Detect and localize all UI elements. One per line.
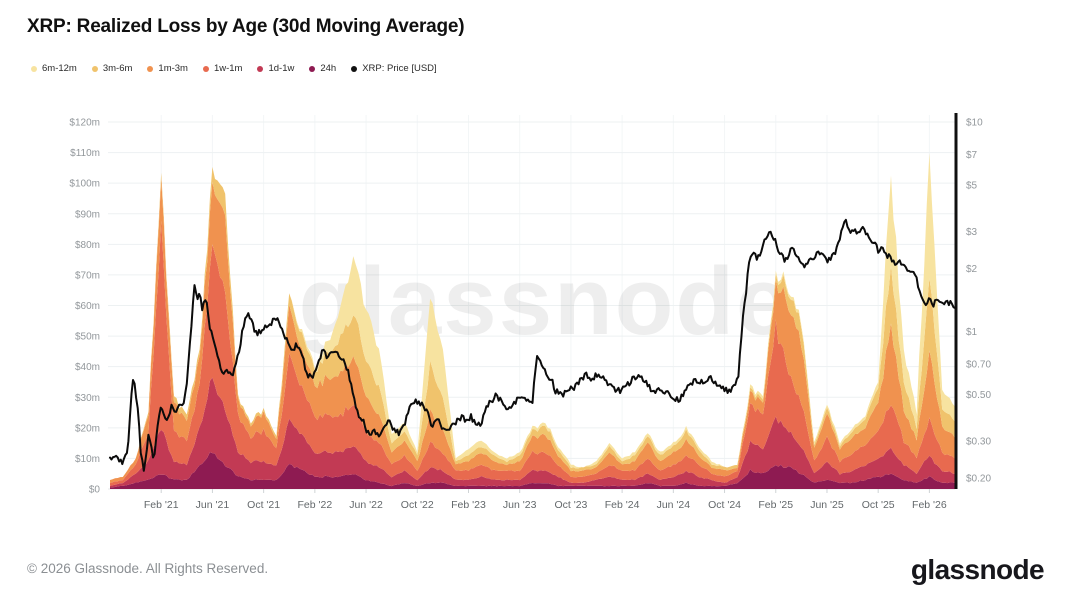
left-axis-tick-label: $70m bbox=[75, 270, 100, 281]
area-1w-1m bbox=[110, 220, 955, 486]
left-axis-tick-label: $0 bbox=[89, 485, 101, 496]
left-axis-tick-label: $30m bbox=[75, 393, 100, 404]
x-axis-tick-label: Feb '24 bbox=[605, 499, 640, 511]
right-axis-tick-label: $2 bbox=[966, 264, 978, 275]
legend-item-1d-1w[interactable]: 1d-1w bbox=[257, 63, 294, 74]
x-axis-tick-label: Oct '21 bbox=[247, 499, 280, 511]
x-axis-tick-label: Feb '26 bbox=[912, 499, 947, 511]
left-axis-tick-label: $80m bbox=[75, 240, 100, 251]
legend-item-24h[interactable]: 24h bbox=[309, 63, 336, 74]
x-axis-tick-label: Feb '22 bbox=[297, 499, 332, 511]
x-axis-tick-label: Jun '24 bbox=[657, 499, 691, 511]
legend-item-1m-3m[interactable]: 1m-3m bbox=[147, 63, 188, 74]
area-1d-1w bbox=[110, 377, 955, 488]
right-axis-tick-label: $0.50 bbox=[966, 390, 991, 401]
left-axis-tick-label: $60m bbox=[75, 301, 100, 312]
area-1m-3m bbox=[110, 178, 955, 484]
stacked-areas bbox=[110, 153, 955, 489]
glassnode-logo: glassnode bbox=[910, 554, 1045, 585]
x-axis-tick-label: Oct '23 bbox=[554, 499, 587, 511]
right-axis-tick-label: $1 bbox=[966, 327, 978, 338]
right-axis-tick-label: $10 bbox=[966, 118, 983, 129]
legend-item-label: 6m-12m bbox=[42, 63, 77, 74]
left-axis-tick-label: $100m bbox=[69, 179, 100, 190]
legend-item-label: 1w-1m bbox=[213, 63, 243, 74]
x-axis-tick-label: Jun '23 bbox=[503, 499, 537, 511]
right-axis-tick-label: $0.70 bbox=[966, 359, 991, 370]
x-axis-tick-label: Feb '25 bbox=[758, 499, 793, 511]
x-axis-tick-label: Oct '22 bbox=[401, 499, 434, 511]
x-axis-tick-label: Feb '21 bbox=[144, 499, 179, 511]
right-axis-tick-label: $0.20 bbox=[966, 474, 991, 485]
price-line bbox=[109, 218, 956, 472]
legend-dot-icon bbox=[309, 65, 316, 72]
legend-item-label: 24h bbox=[320, 63, 337, 74]
left-axis-tick-label: $90m bbox=[75, 209, 100, 220]
x-axis-tick-label: Jun '25 bbox=[810, 499, 844, 511]
legend-item-label: XRP: Price [USD] bbox=[362, 63, 437, 74]
legend-item-1w-1m[interactable]: 1w-1m bbox=[202, 63, 243, 74]
legend-item-label: 3m-6m bbox=[102, 63, 133, 74]
legend-dot-icon bbox=[202, 65, 209, 72]
left-axis-tick-label: $50m bbox=[75, 332, 100, 343]
legend-dot-icon bbox=[31, 65, 37, 72]
left-axis-tick-label: $40m bbox=[75, 362, 100, 373]
legend-dot-icon bbox=[147, 65, 154, 72]
legend-item-label: 1d-1w bbox=[268, 63, 295, 74]
area-24h bbox=[110, 452, 955, 489]
right-axis-tick-label: $5 bbox=[966, 181, 978, 192]
legend-item-label: 1m-3m bbox=[158, 63, 188, 74]
legend-dot-icon bbox=[257, 65, 264, 72]
legend-item-6m-12m[interactable]: 6m-12m bbox=[31, 63, 77, 74]
axes: $0 $10m $20m $30m $40m $50m $60m $70m $80m $90m $1… bbox=[69, 118, 991, 512]
legend: 6m-12m 3m-6m 1m-3m 1w-1m 1d-1w 24h XRP: Price … bbox=[31, 63, 437, 74]
legend-dot-icon bbox=[91, 65, 98, 72]
legend-dot-icon bbox=[351, 65, 358, 72]
x-axis-tick-label: Jun '21 bbox=[196, 499, 230, 511]
left-axis-tick-label: $120m bbox=[69, 118, 100, 129]
right-axis-bar bbox=[954, 113, 958, 489]
x-axis-tick-label: Oct '25 bbox=[862, 499, 895, 511]
x-axis-tick-label: Oct '24 bbox=[708, 499, 741, 511]
legend-item-3m-6m[interactable]: 3m-6m bbox=[91, 63, 133, 74]
page-title: XRP: Realized Loss by Age (30d Moving Av… bbox=[27, 16, 465, 37]
left-axis-tick-label: $20m bbox=[75, 423, 100, 434]
x-axis-tick-label: Jun '22 bbox=[349, 499, 383, 511]
right-axis-tick-label: $7 bbox=[966, 150, 978, 161]
left-axis-tick-label: $110m bbox=[70, 148, 100, 159]
right-axis-tick-label: $3 bbox=[966, 227, 978, 238]
legend-item-xrp-price-usd-[interactable]: XRP: Price [USD] bbox=[351, 63, 437, 74]
left-axis-tick-label: $10m bbox=[75, 454, 100, 465]
glassnode-watermark: glassnode bbox=[299, 248, 792, 355]
x-axis-tick-label: Feb '23 bbox=[451, 499, 486, 511]
right-axis-tick-label: $0.30 bbox=[966, 437, 991, 448]
copyright-text: © 2026 Glassnode. All Rights Reserved. bbox=[27, 561, 269, 576]
